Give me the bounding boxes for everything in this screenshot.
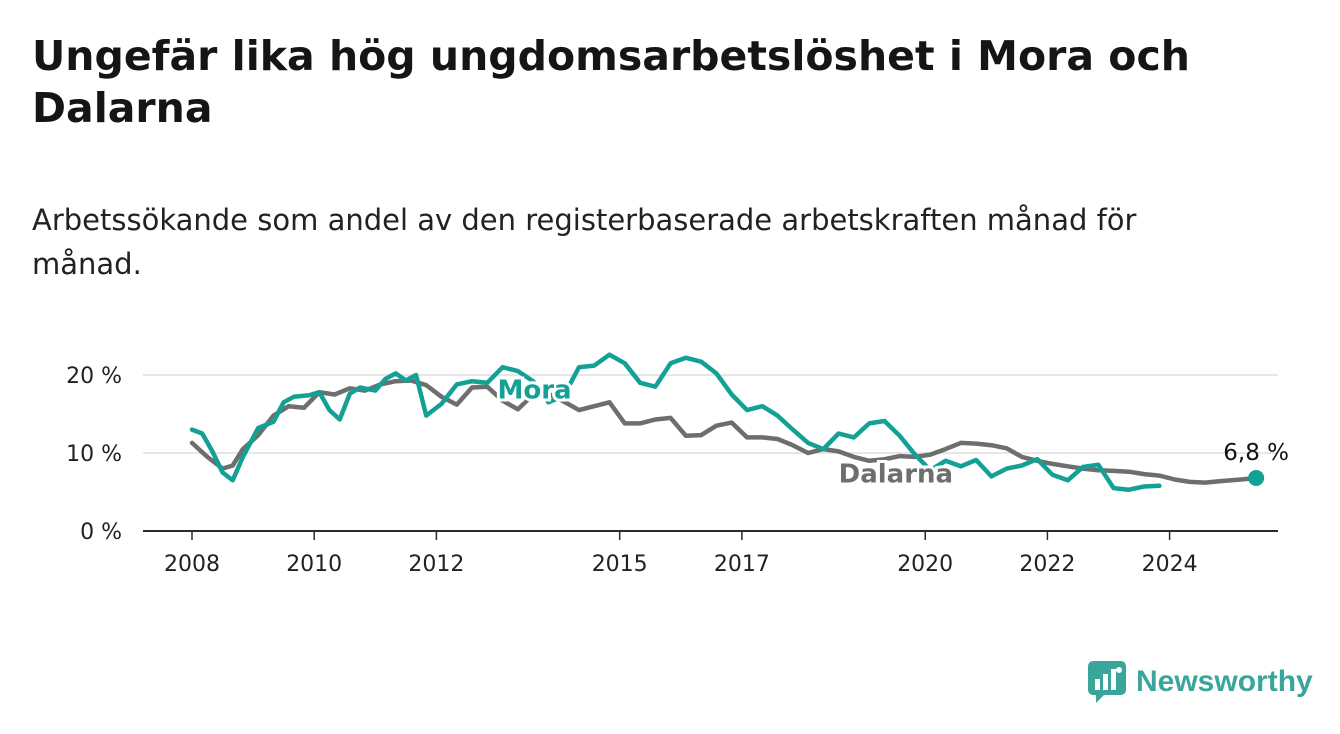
line-chart: 0 % 10 % 20 % 2008 2010 2012 2015 2017 2020 2022…: [66, 352, 1290, 577]
x-tick-label: 2015: [592, 552, 648, 577]
series-label-dalarna: Dalarna: [839, 460, 953, 490]
y-tick-label: 20 %: [66, 364, 122, 389]
newsworthy-logo: Newsworthy: [1088, 660, 1313, 704]
x-tick-label: 2022: [1019, 552, 1075, 577]
endpoint-value-label: 6,8 %: [1223, 440, 1289, 466]
series-line-dalarna: [189, 378, 1259, 485]
newsworthy-logo-icon: [1088, 661, 1126, 703]
endpoint-marker: [1248, 469, 1265, 486]
x-tick-label: 2024: [1142, 552, 1198, 577]
chart-subtitle: Arbetssökande som andel av den registerb…: [32, 203, 1137, 281]
x-axis: 2008 2010 2012 2015 2017 2020 2022 2024: [143, 530, 1278, 577]
x-tick-label: 2012: [408, 552, 464, 577]
y-axis-ticks: 0 % 10 % 20 %: [66, 364, 122, 545]
x-tick-label: 2008: [164, 552, 220, 577]
x-tick-label: 2017: [714, 552, 770, 577]
series-line-mora: [189, 352, 1162, 492]
series-labels: Mora Dalarna 6,8 %: [495, 372, 1290, 492]
newsworthy-wordmark: Newsworthy: [1136, 665, 1313, 698]
x-tick-label: 2020: [897, 552, 953, 577]
series-lines: [189, 352, 1259, 492]
gridlines: [143, 374, 1278, 454]
y-tick-label: 0 %: [80, 520, 122, 545]
y-tick-label: 10 %: [66, 442, 122, 467]
series-label-mora: Mora: [498, 375, 572, 405]
chart-title: Ungefär lika hög ungdomsarbetslöshet i M…: [32, 32, 1190, 132]
x-tick-label: 2010: [286, 552, 342, 577]
